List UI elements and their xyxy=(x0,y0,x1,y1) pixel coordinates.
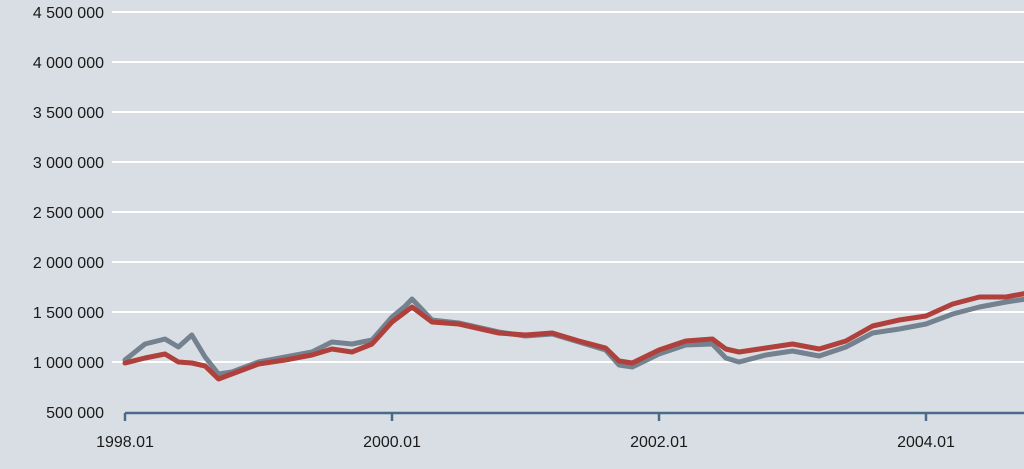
x-tick-label: 1998.01 xyxy=(96,434,154,451)
y-tick-label: 4 500 000 xyxy=(33,5,104,22)
y-tick-label: 3 000 000 xyxy=(33,155,104,172)
y-tick-label: 4 000 000 xyxy=(33,55,104,72)
x-axis-tick-labels: 1998.012000.012002.012004.012006.012008.… xyxy=(96,434,955,451)
x-axis-ticks xyxy=(123,413,928,421)
y-tick-label: 3 500 000 xyxy=(33,105,104,122)
grid-lines xyxy=(112,11,1024,363)
series-line-1 xyxy=(122,296,1024,377)
y-tick-label: 2 000 000 xyxy=(33,255,104,272)
y-tick-label: 500 000 xyxy=(46,405,104,422)
x-tick-label: 2002.01 xyxy=(630,434,688,451)
y-tick-label: 1 000 000 xyxy=(33,355,104,372)
y-axis-tick-labels: 500 000 1 000 000 1 500 000 2 000 000 2 500 … xyxy=(33,5,104,422)
x-tick-label: 2004.01 xyxy=(897,434,955,451)
y-tick-label: 1 500 000 xyxy=(33,305,104,322)
y-tick-label: 2 500 000 xyxy=(33,205,104,222)
series-lines xyxy=(122,291,1024,382)
series-line-2 xyxy=(122,291,1024,382)
x-tick-label: 2000.01 xyxy=(363,434,421,451)
